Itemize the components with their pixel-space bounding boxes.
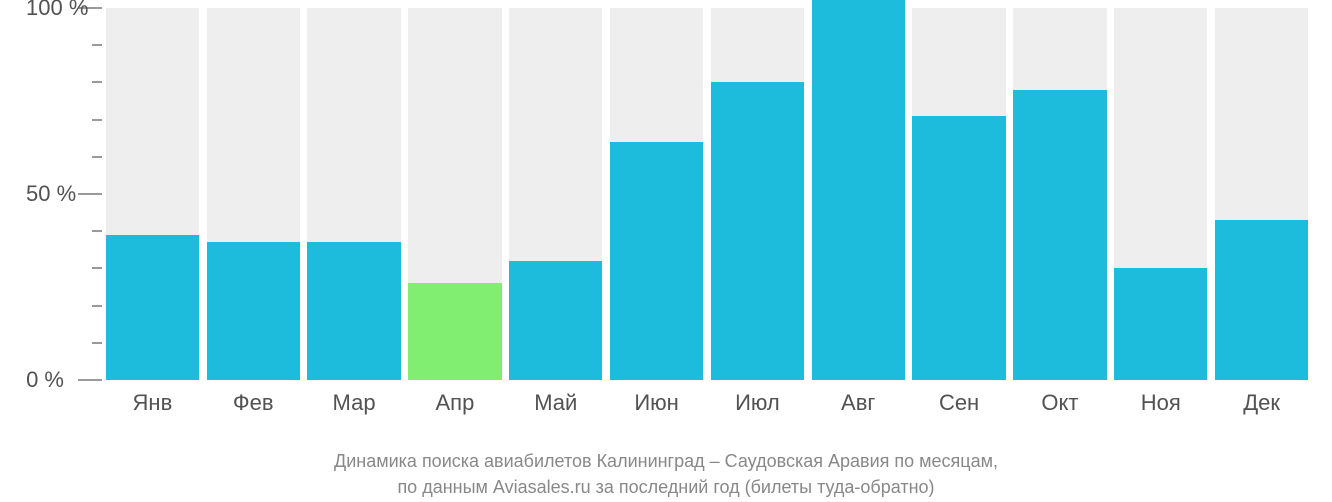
value-bar [610, 142, 703, 380]
value-bar [812, 0, 905, 380]
y-axis-label: 0 % [26, 367, 64, 393]
value-bar [207, 242, 300, 380]
x-axis-label: Апр [435, 390, 474, 416]
y-axis-label: 50 % [26, 181, 64, 207]
y-tick-minor [92, 44, 102, 46]
value-bar [307, 242, 400, 380]
y-tick-minor [92, 230, 102, 232]
x-axis-label: Дек [1243, 390, 1280, 416]
y-axis-label: 100 % [26, 0, 64, 21]
x-axis-label: Ноя [1141, 390, 1181, 416]
caption-line-1: Динамика поиска авиабилетов Калининград … [334, 451, 998, 471]
y-tick-major [78, 193, 102, 195]
x-axis-label: Май [534, 390, 577, 416]
y-tick-minor [92, 81, 102, 83]
y-tick-minor [92, 156, 102, 158]
value-bar [1215, 220, 1308, 380]
x-axis-label: Июл [735, 390, 780, 416]
x-axis-label: Июн [634, 390, 678, 416]
value-bar [1114, 268, 1207, 380]
x-axis-label: Сен [939, 390, 979, 416]
x-axis-label: Янв [133, 390, 173, 416]
value-bar [408, 283, 501, 380]
y-tick-minor [92, 119, 102, 121]
y-tick-major [78, 379, 102, 381]
value-bar [509, 261, 602, 380]
x-axis-label: Фев [233, 390, 274, 416]
plot-area: ЯнвФевМарАпрМайИюнИюлАвгСенОктНояДек0 %5… [102, 8, 1312, 380]
y-tick-minor [92, 342, 102, 344]
chart-caption: Динамика поиска авиабилетов Калининград … [0, 448, 1332, 500]
x-axis-label: Мар [333, 390, 376, 416]
x-axis-label: Авг [841, 390, 875, 416]
value-bar [106, 235, 199, 380]
value-bar [711, 82, 804, 380]
value-bar [1013, 90, 1106, 380]
caption-line-2: по данным Aviasales.ru за последний год … [397, 477, 934, 497]
flight-search-chart: Янв Фев Мар Апр Май Июн Июл Авг Сен Окт Ноя Дек 0 % 5… [0, 0, 1332, 502]
value-bar [912, 116, 1005, 380]
y-tick-minor [92, 267, 102, 269]
y-tick-minor [92, 305, 102, 307]
x-axis-label: Окт [1041, 390, 1078, 416]
